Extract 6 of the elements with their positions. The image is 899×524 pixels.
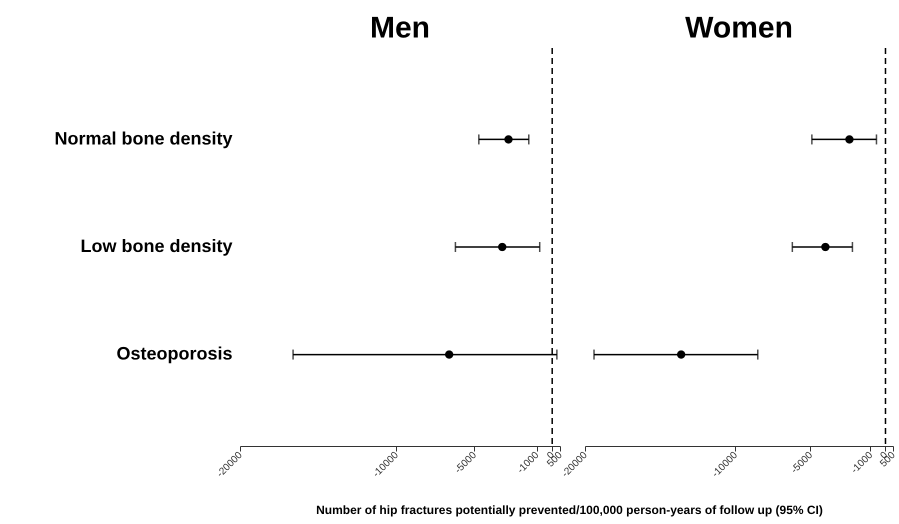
y-tick-label: Normal bone density: [54, 128, 232, 148]
y-tick-label: Osteoporosis: [116, 344, 232, 364]
y-tick-label: Low bone density: [80, 236, 232, 256]
chart-title: Women: [685, 11, 793, 44]
chart-title: Men: [370, 11, 430, 44]
x-axis-title: Number of hip fractures potentially prevented/100,000 person-years of follow up (95% CI): [315, 503, 824, 517]
